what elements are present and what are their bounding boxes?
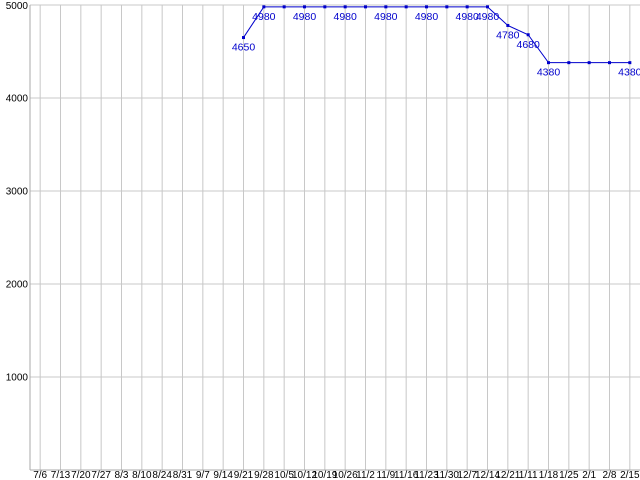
data-point [343,5,347,9]
data-point [506,23,510,27]
data-point-label: 4980 [476,11,500,23]
data-point [547,61,550,65]
x-axis-tick-label: 2/1 [582,470,596,480]
x-axis-tick-label: 10/5 [274,470,294,480]
x-axis-tick-label: 9/28 [254,470,274,480]
x-axis-tick-label: 7/13 [51,470,71,480]
data-point [567,61,571,65]
y-axis-tick-label: 1000 [6,373,29,384]
y-axis-tick-label: 2000 [6,280,29,291]
data-point [384,5,388,9]
x-axis-tick-label: 9/14 [213,470,233,480]
y-axis-tick-label: 3000 [6,187,29,198]
data-point [486,5,489,9]
x-axis-tick-label: 11/16 [394,470,419,480]
data-point-label: 4980 [252,11,276,23]
x-axis-tick-label: 10/12 [292,470,317,480]
x-axis-tick-label: 2/15 [620,470,640,480]
data-point [445,5,449,9]
data-point-label: 4980 [455,11,479,23]
x-axis-tick-label: 9/7 [196,470,210,480]
x-axis-tick-label: 1/18 [539,470,559,480]
data-point [587,61,591,65]
x-axis-tick-label: 12/21 [495,470,520,480]
data-point [608,61,611,65]
data-point-label: 4980 [415,11,439,23]
x-axis-tick-label: 12/14 [475,470,500,480]
data-point [303,5,306,9]
data-point-label: 4980 [293,11,317,23]
x-axis-tick-label: 7/27 [91,470,111,480]
data-point-label: 4380 [618,67,640,79]
data-point [465,5,469,9]
data-point [364,5,367,9]
data-point-label: 4980 [374,11,398,23]
x-axis-tick-label: 7/20 [71,470,91,480]
x-axis-tick-label: 11/9 [376,470,395,480]
x-axis-tick-label: 2/8 [603,470,617,480]
data-point [242,36,245,40]
data-point-label: 4980 [333,11,357,23]
x-axis-tick-label: 1/11 [519,470,538,480]
x-axis-tick-label: 8/3 [115,470,129,480]
y-axis-tick-label: 5000 [6,1,29,12]
data-line [243,6,630,64]
data-point [282,5,286,9]
x-axis-tick-label: 12/7 [457,470,477,480]
x-axis-tick-label: 9/21 [234,470,254,480]
y-axis-tick-label: 4000 [6,94,29,105]
x-axis-tick-label: 7/6 [33,470,47,480]
data-point [526,33,530,37]
data-point [262,5,266,9]
x-axis-tick-label: 11/2 [356,470,375,480]
data-point [323,5,327,9]
data-point [425,5,428,9]
data-point-label: 4650 [232,42,256,54]
x-axis-tick-label: 10/26 [333,470,358,480]
x-axis-tick-label: 1/25 [559,470,579,480]
data-point-label: 4380 [537,67,561,79]
x-axis-tick-label: 8/31 [173,470,193,480]
data-point [404,5,408,9]
x-axis-tick-label: 8/10 [132,470,152,480]
data-point-label: 4780 [496,29,520,41]
x-axis-tick-label: 11/23 [414,470,439,480]
x-axis-tick-label: 11/30 [435,470,460,480]
data-point-label: 4680 [516,39,540,51]
data-point [628,61,632,65]
x-axis-tick-label: 10/19 [312,470,337,480]
x-axis-tick-label: 8/24 [152,470,172,480]
